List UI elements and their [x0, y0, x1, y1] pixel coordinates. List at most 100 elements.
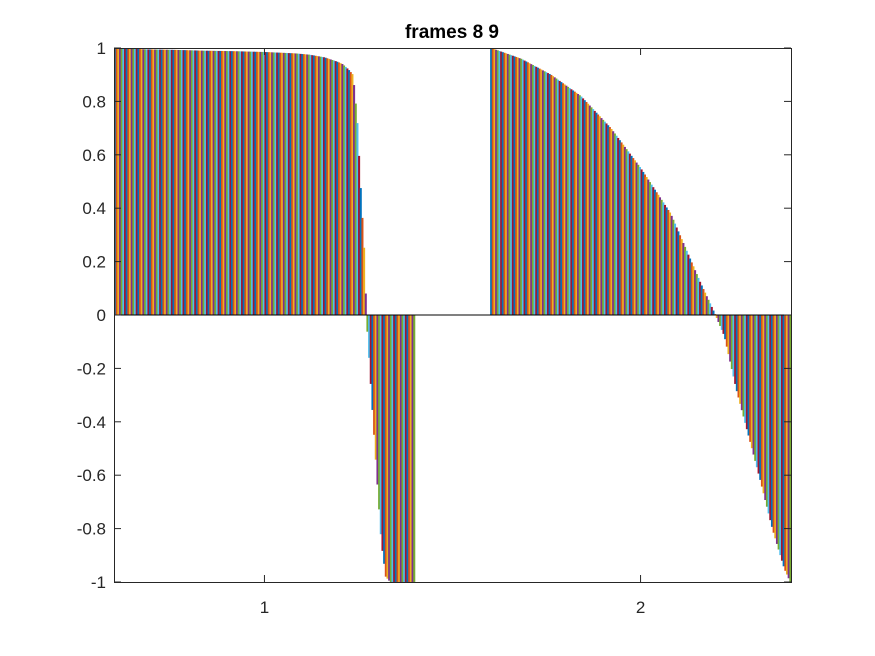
- bar: [521, 59, 524, 315]
- bar: [632, 158, 635, 315]
- y-tick-label: 1: [97, 39, 106, 58]
- bar: [142, 49, 145, 315]
- bar: [635, 162, 638, 315]
- bar: [608, 127, 611, 315]
- bar: [744, 315, 747, 423]
- y-tick-label: 0.4: [82, 199, 106, 218]
- bar: [317, 56, 321, 315]
- bar: [122, 48, 125, 316]
- bar: [739, 315, 742, 404]
- bar: [633, 160, 636, 315]
- bar: [241, 51, 244, 316]
- bar: [373, 315, 376, 435]
- bar: [605, 123, 608, 316]
- bar: [750, 315, 753, 449]
- bar: [702, 289, 705, 315]
- bar: [663, 204, 667, 315]
- bar: [545, 72, 548, 315]
- bar: [187, 50, 190, 316]
- bar: [617, 137, 620, 315]
- bar: [319, 56, 322, 316]
- bar: [493, 49, 496, 315]
- bar: [413, 315, 416, 582]
- bar: [628, 153, 631, 315]
- bar: [408, 315, 411, 582]
- bar: [309, 54, 312, 316]
- bar: [185, 50, 188, 315]
- bar: [575, 92, 578, 315]
- bar: [232, 51, 235, 316]
- bar: [366, 315, 369, 332]
- bar: [302, 54, 305, 316]
- bar: [525, 61, 528, 316]
- bar: [558, 80, 561, 315]
- bar: [543, 71, 546, 315]
- bar: [623, 146, 626, 315]
- bar: [229, 51, 232, 315]
- bar: [697, 277, 700, 315]
- bar: [261, 51, 264, 316]
- bar: [242, 51, 245, 315]
- bar: [135, 48, 138, 316]
- bar: [567, 86, 570, 316]
- bar: [640, 169, 643, 315]
- bar: [162, 49, 165, 315]
- bar: [306, 54, 309, 315]
- bar: [246, 51, 249, 315]
- bar: [704, 292, 707, 315]
- bar: [124, 48, 127, 316]
- bar: [770, 315, 774, 527]
- bar: [665, 207, 668, 315]
- y-tick-label: 0.8: [82, 92, 106, 111]
- bar: [353, 85, 356, 315]
- bar: [269, 52, 272, 316]
- ticks-layer: 1 0.8 0.6 0.4 0.2 0 -0.2 -0.4 -0.6 -0.8 -1 1 2: [77, 39, 791, 617]
- bar: [767, 315, 770, 514]
- bar: [620, 142, 623, 315]
- bar: [194, 50, 197, 316]
- bar: [341, 63, 344, 315]
- bar: [578, 95, 581, 315]
- bar: [785, 315, 789, 575]
- bar: [312, 55, 315, 316]
- bar: [179, 50, 182, 315]
- bar: [715, 315, 718, 318]
- bar: [615, 135, 618, 315]
- bar: [271, 52, 274, 316]
- bar: [209, 50, 212, 316]
- bar: [561, 83, 565, 315]
- bar: [645, 177, 648, 315]
- bar: [224, 51, 227, 316]
- bar: [530, 64, 533, 315]
- bar: [297, 53, 300, 316]
- bar: [570, 89, 573, 315]
- bar: [264, 52, 267, 315]
- bar: [573, 91, 576, 315]
- bar: [749, 315, 752, 442]
- x-tick-label: 1: [260, 598, 269, 617]
- bar: [737, 315, 740, 398]
- bar: [648, 182, 651, 315]
- bar: [119, 48, 122, 315]
- bar: [752, 315, 755, 455]
- bar: [655, 192, 658, 315]
- bar: [572, 90, 575, 315]
- bar: [145, 49, 148, 315]
- bar: [774, 315, 777, 539]
- bar: [734, 315, 737, 384]
- bar: [167, 49, 170, 315]
- bar: [622, 144, 625, 315]
- bar: [157, 49, 160, 316]
- bar: [707, 299, 710, 315]
- bar: [642, 171, 645, 315]
- bar: [254, 51, 257, 316]
- bar: [192, 50, 195, 316]
- bar: [169, 49, 172, 316]
- bar: [720, 315, 723, 330]
- y-tick-label: -0.2: [77, 359, 106, 378]
- bar: [653, 189, 656, 315]
- bar: [598, 116, 601, 315]
- bar: [555, 78, 558, 315]
- bar: [132, 48, 135, 315]
